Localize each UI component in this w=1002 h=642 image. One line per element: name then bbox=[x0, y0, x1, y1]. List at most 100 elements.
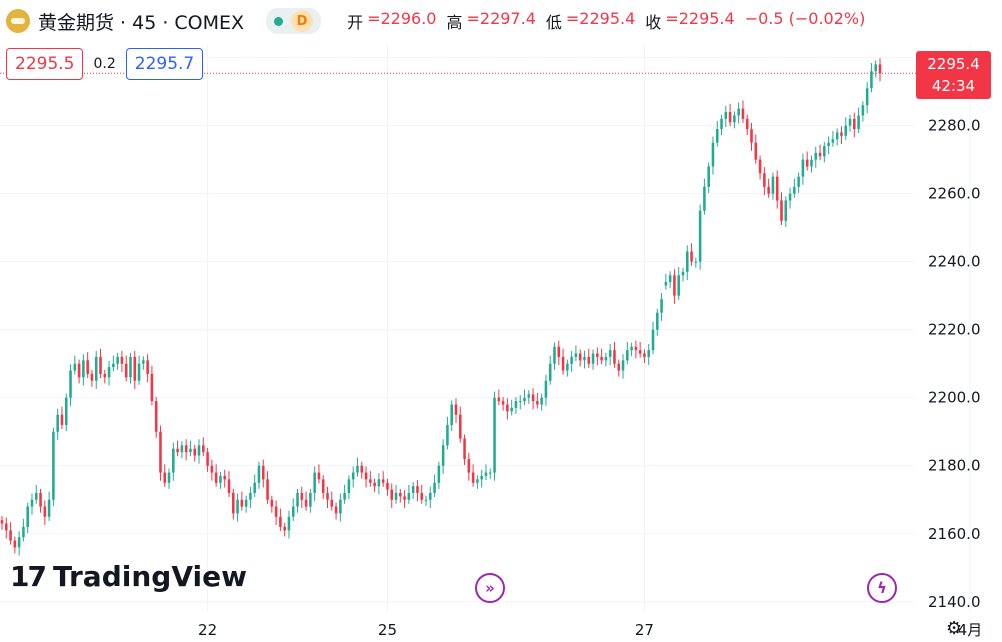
candle-body bbox=[270, 499, 274, 507]
candle-body bbox=[86, 360, 89, 374]
candle-body bbox=[685, 251, 689, 272]
candle-body bbox=[0, 520, 4, 524]
candle-body bbox=[527, 394, 531, 398]
high-value: =2297.4 bbox=[466, 9, 536, 28]
trade-panel: 2295.5 0.2 2295.7 bbox=[6, 48, 204, 80]
candle-body bbox=[253, 482, 256, 493]
candle-body bbox=[754, 142, 758, 160]
lightning-circle-icon[interactable]: ϟ bbox=[867, 573, 897, 603]
candle-body bbox=[236, 499, 239, 514]
candle-body bbox=[26, 506, 29, 527]
candle-body bbox=[369, 479, 372, 483]
tradingview-logo-icon: 17 bbox=[10, 560, 47, 593]
candle-body bbox=[394, 492, 398, 500]
settings-icon[interactable]: ⚙ bbox=[946, 618, 963, 639]
candle-body bbox=[69, 370, 72, 398]
y-tick-label: 2180.0 bbox=[928, 457, 981, 475]
candle-body bbox=[617, 363, 621, 371]
candle-body bbox=[403, 496, 406, 500]
candle-body bbox=[287, 516, 291, 531]
candle-body bbox=[591, 353, 595, 364]
candle-body bbox=[733, 115, 736, 123]
candle-body bbox=[73, 363, 77, 371]
candle-body bbox=[64, 397, 68, 425]
candle-body bbox=[39, 492, 42, 507]
candle-body bbox=[112, 363, 115, 368]
candle-body bbox=[189, 448, 192, 453]
candle-body bbox=[578, 353, 582, 361]
open-label: 开 bbox=[347, 13, 364, 32]
candle-body bbox=[608, 350, 612, 357]
candle-body bbox=[711, 142, 715, 167]
candle-body bbox=[878, 64, 882, 74]
candle-body bbox=[77, 363, 81, 378]
candle-body bbox=[133, 356, 137, 381]
sell-button[interactable]: 2295.5 bbox=[6, 48, 84, 80]
symbol-title[interactable]: 黄金期货 · 45 · COMEX bbox=[38, 11, 245, 34]
candle-body bbox=[94, 356, 98, 381]
interval-badge: D bbox=[291, 10, 314, 32]
candle-body bbox=[30, 499, 34, 507]
candle-body bbox=[553, 346, 556, 364]
candle-body bbox=[399, 492, 402, 497]
candle-body bbox=[99, 356, 102, 374]
candle-body bbox=[758, 159, 762, 174]
candle-body bbox=[390, 489, 394, 500]
x-tick-label: 25 bbox=[378, 621, 397, 639]
buy-button[interactable]: 2295.7 bbox=[125, 48, 204, 80]
candle-body bbox=[309, 492, 312, 507]
candle-body bbox=[219, 475, 222, 483]
candle-body bbox=[433, 482, 436, 493]
candle-body bbox=[4, 523, 8, 531]
candle-body bbox=[870, 71, 873, 89]
candle-body bbox=[480, 475, 483, 480]
candle-body bbox=[724, 112, 728, 119]
candle-body bbox=[381, 479, 385, 483]
candle-body bbox=[771, 176, 775, 194]
candle-body bbox=[874, 64, 878, 72]
candle-body bbox=[244, 499, 248, 507]
candle-body bbox=[523, 397, 526, 402]
candle-body bbox=[274, 506, 278, 517]
candles bbox=[0, 58, 882, 556]
candle-body bbox=[506, 404, 509, 412]
candle-body bbox=[34, 492, 38, 500]
y-tick-label: 2220.0 bbox=[928, 321, 981, 339]
candle-body bbox=[454, 404, 458, 415]
y-tick-label: 2160.0 bbox=[928, 525, 981, 543]
candle-body bbox=[814, 152, 818, 160]
candle-body bbox=[797, 176, 800, 187]
candle-body bbox=[840, 132, 843, 136]
candle-body bbox=[604, 356, 608, 361]
chart-header: 黄金期货 · 45 · COMEX D 开 =2296.0 高 =2297.4 低 =… bbox=[6, 6, 871, 36]
status-pill[interactable]: D bbox=[266, 8, 322, 34]
candle-body bbox=[656, 312, 659, 330]
candle-body bbox=[715, 129, 719, 143]
candle-body bbox=[844, 125, 848, 136]
candle-body bbox=[660, 299, 663, 313]
candle-body bbox=[501, 401, 505, 405]
y-tick-label: 2280.0 bbox=[928, 117, 981, 135]
candle-body bbox=[103, 373, 107, 378]
candle-body bbox=[484, 472, 488, 476]
candle-body bbox=[784, 200, 788, 221]
candle-body bbox=[142, 360, 145, 364]
candle-body bbox=[150, 373, 154, 402]
candle-body bbox=[13, 540, 17, 548]
tradingview-wordmark: TradingView bbox=[52, 560, 247, 593]
candle-body bbox=[583, 356, 586, 361]
candle-body bbox=[857, 115, 860, 130]
candle-body bbox=[129, 356, 132, 378]
candle-body bbox=[544, 380, 548, 398]
candle-body bbox=[853, 118, 856, 130]
high-label: 高 bbox=[446, 13, 463, 32]
candle-body bbox=[43, 506, 47, 517]
candle-body bbox=[471, 472, 475, 483]
x-tick-label: 4月 bbox=[958, 621, 983, 639]
candle-body bbox=[261, 465, 265, 480]
candle-body bbox=[848, 118, 852, 126]
candle-body bbox=[690, 251, 693, 262]
fast-forward-circle-icon[interactable]: » bbox=[475, 573, 505, 603]
candle-body bbox=[775, 176, 779, 201]
